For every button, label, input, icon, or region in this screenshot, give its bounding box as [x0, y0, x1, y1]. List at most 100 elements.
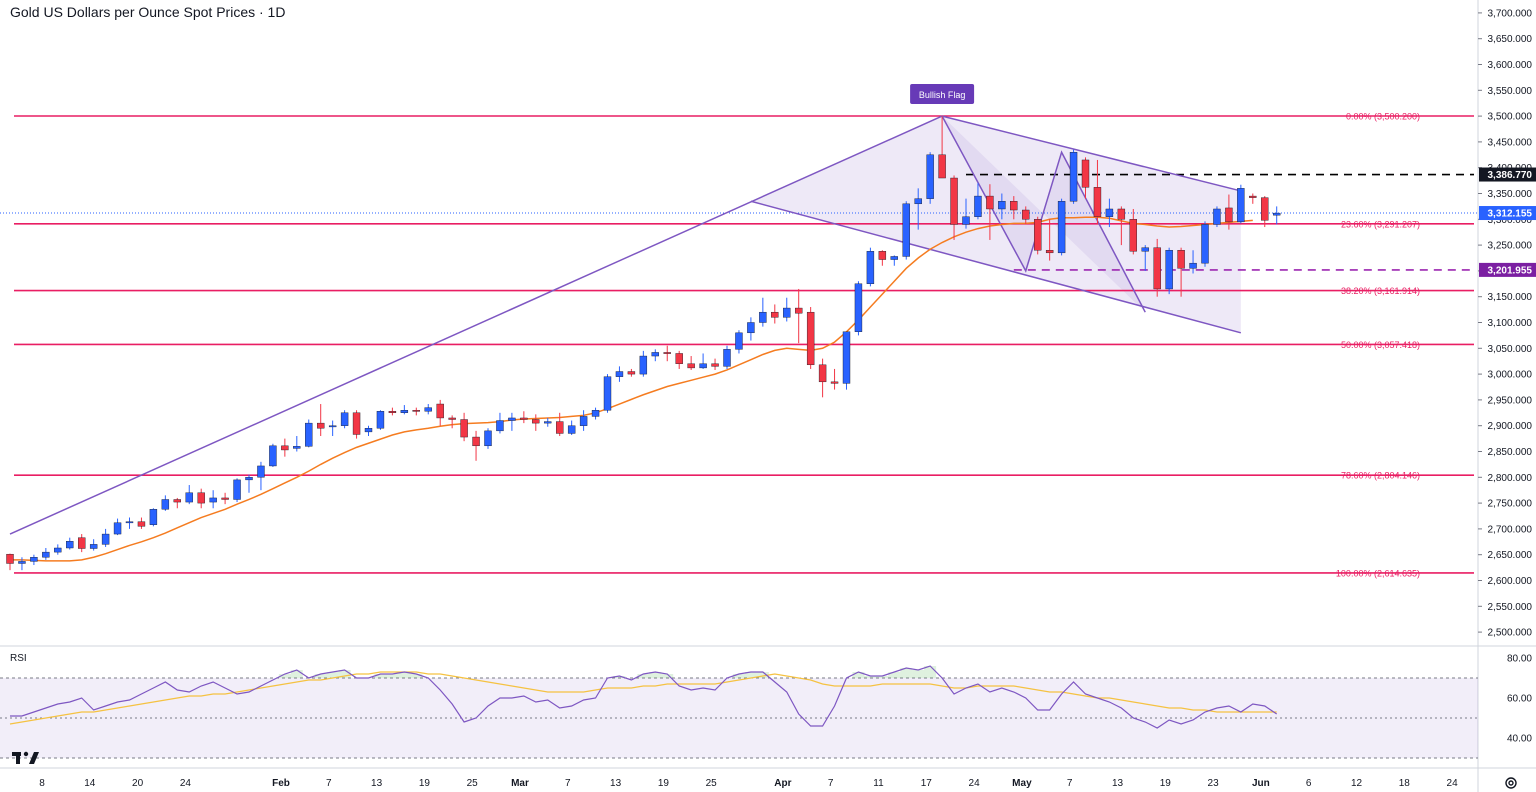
candle[interactable]	[42, 547, 50, 560]
candle[interactable]	[591, 407, 600, 420]
candle[interactable]	[556, 412, 564, 437]
tradingview-logo-icon[interactable]	[12, 748, 42, 766]
candle[interactable]	[496, 412, 504, 434]
candle[interactable]	[687, 356, 695, 370]
candle[interactable]	[1057, 198, 1066, 256]
candle[interactable]	[603, 374, 612, 413]
candle[interactable]	[759, 297, 767, 327]
candle[interactable]	[938, 116, 946, 179]
candle[interactable]	[1272, 206, 1281, 225]
candle[interactable]	[902, 201, 910, 260]
candle[interactable]	[567, 420, 576, 435]
candle[interactable]	[520, 411, 528, 424]
candle[interactable]	[1141, 245, 1149, 271]
candle[interactable]	[89, 539, 98, 551]
candle[interactable]	[1201, 221, 1209, 267]
candle[interactable]	[711, 358, 719, 370]
candle[interactable]	[830, 368, 839, 390]
candle[interactable]	[806, 307, 815, 369]
candle[interactable]	[1165, 247, 1173, 295]
candle[interactable]	[795, 288, 803, 344]
candle[interactable]	[508, 412, 516, 431]
candle[interactable]	[281, 438, 289, 457]
candle[interactable]	[818, 358, 827, 398]
candle[interactable]	[1225, 194, 1233, 230]
settings-gear-icon[interactable]	[1504, 776, 1518, 790]
candle[interactable]	[747, 317, 755, 341]
candle[interactable]	[18, 557, 26, 571]
candle[interactable]	[424, 404, 432, 415]
candle[interactable]	[66, 537, 74, 550]
candle[interactable]	[615, 366, 624, 382]
candle[interactable]	[197, 488, 205, 509]
candle[interactable]	[699, 353, 707, 369]
candle[interactable]	[974, 183, 982, 220]
candle[interactable]	[149, 508, 158, 527]
candle[interactable]	[269, 443, 277, 467]
candle[interactable]	[412, 407, 420, 416]
candle[interactable]	[221, 492, 229, 505]
candle[interactable]	[460, 412, 468, 442]
candle[interactable]	[890, 255, 898, 266]
candle[interactable]	[30, 554, 38, 566]
candle[interactable]	[388, 407, 397, 416]
candle[interactable]	[878, 250, 887, 266]
candle[interactable]	[125, 517, 134, 529]
candle[interactable]	[364, 425, 373, 437]
candle[interactable]	[1237, 184, 1245, 224]
candle[interactable]	[926, 152, 934, 204]
candle[interactable]	[663, 345, 671, 362]
candle[interactable]	[866, 247, 875, 287]
candle[interactable]	[317, 404, 325, 437]
candle[interactable]	[352, 410, 361, 439]
candle[interactable]	[1045, 219, 1054, 261]
candle[interactable]	[1081, 157, 1090, 199]
candle[interactable]	[1022, 206, 1030, 225]
candle[interactable]	[962, 198, 970, 229]
candle[interactable]	[328, 420, 337, 437]
candle[interactable]	[950, 175, 958, 240]
candle[interactable]	[1177, 247, 1185, 297]
candle[interactable]	[245, 474, 253, 493]
candle[interactable]	[1117, 206, 1126, 246]
candle[interactable]	[101, 528, 110, 547]
candle[interactable]	[1069, 149, 1078, 204]
candle[interactable]	[1249, 193, 1257, 204]
candle[interactable]	[161, 495, 170, 511]
candle[interactable]	[675, 350, 683, 369]
candle[interactable]	[137, 517, 146, 529]
candle[interactable]	[986, 184, 994, 240]
candle[interactable]	[998, 193, 1006, 220]
candle[interactable]	[340, 410, 349, 429]
candle[interactable]	[723, 345, 731, 369]
candle[interactable]	[1105, 198, 1114, 228]
candle[interactable]	[1261, 196, 1269, 228]
candle[interactable]	[783, 297, 791, 322]
candle[interactable]	[1129, 208, 1138, 255]
candle[interactable]	[173, 497, 182, 509]
candle[interactable]	[854, 281, 863, 336]
candle[interactable]	[1033, 216, 1042, 255]
candle[interactable]	[77, 534, 86, 553]
candle[interactable]	[544, 417, 552, 427]
candle[interactable]	[735, 330, 743, 354]
candle[interactable]	[532, 414, 540, 431]
candle[interactable]	[6, 553, 14, 571]
candle[interactable]	[639, 350, 648, 377]
candle[interactable]	[209, 490, 217, 509]
candle[interactable]	[54, 544, 62, 555]
candle[interactable]	[1093, 159, 1102, 225]
candle[interactable]	[400, 405, 409, 415]
candle[interactable]	[579, 410, 588, 431]
candle[interactable]	[185, 485, 193, 505]
candle[interactable]	[914, 188, 922, 230]
candle[interactable]	[305, 419, 313, 448]
candle[interactable]	[1153, 238, 1161, 297]
candle[interactable]	[627, 368, 636, 377]
candle[interactable]	[1213, 206, 1221, 228]
candle[interactable]	[293, 436, 301, 452]
candle[interactable]	[842, 331, 851, 390]
candle[interactable]	[233, 478, 241, 503]
candle[interactable]	[472, 430, 480, 461]
candle[interactable]	[257, 461, 265, 491]
